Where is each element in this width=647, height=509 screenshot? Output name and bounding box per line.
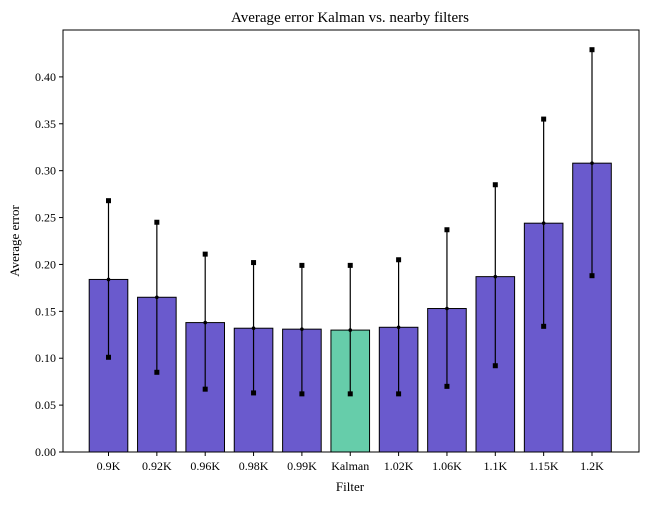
error-bar-cap-top [396,257,402,263]
y-tick-label: 0.00 [35,445,56,459]
error-bar-cap-top [202,251,208,257]
error-bar-center-marker [541,221,546,225]
x-axis-label: Filter [336,479,365,494]
error-bar-cap-bottom [541,323,547,329]
y-tick-label: 0.10 [35,351,56,365]
x-tick-label: 0.99K [287,459,317,473]
y-tick-label: 0.30 [35,164,56,178]
axes-frame [62,29,640,453]
error-bar-center-marker [251,326,256,331]
error-bar-cap-top [251,260,257,266]
x-tick-label: 1.15K [529,459,559,473]
error-bar-cap-bottom [347,391,353,397]
chart-title: Average error Kalman vs. nearby filters [231,10,469,26]
y-tick-label: 0.20 [35,257,56,271]
error-bar-center-marker [445,306,449,311]
x-tick-label: Kalman [331,459,369,473]
error-bar-cap-top [541,116,547,122]
error-bar-cap-top [589,47,595,53]
error-bar-cap-bottom [396,391,402,397]
x-tick-label: 0.98K [239,459,269,473]
error-bar-cap-bottom [202,386,208,392]
x-tick-label: 1.2K [580,459,604,473]
y-tick-label: 0.35 [35,117,56,131]
error-bar-center-marker [155,295,159,300]
y-tick-label: 0.05 [35,398,56,412]
y-tick-label: 0.15 [35,304,56,318]
error-bar-center-marker [590,161,594,165]
x-tick-label: 1.06K [432,459,462,473]
error-bar-cap-bottom [492,363,498,369]
error-bar-cap-bottom [444,383,450,389]
plot-area: 0.00 0.05 0.10 0.15 0.20 0.25 0.30 0.35 0.40 0.9K… [35,29,640,473]
error-bar-center-marker [203,320,207,325]
error-bar-cap-bottom [251,390,257,396]
error-bar-cap-bottom [589,273,595,279]
error-bar-cap-top [154,219,160,225]
x-tick-label: 1.1K [483,459,507,473]
error-bar-cap-bottom [154,369,160,375]
error-bar-center-marker [106,277,111,282]
error-bar-center-marker [348,328,353,332]
error-bar-cap-top [444,227,450,233]
error-bar-cap-bottom [106,354,111,360]
x-tick-label: 1.02K [384,459,414,473]
y-tick-label: 0.40 [35,70,56,84]
error-bar-cap-top [492,182,498,188]
error-bar-cap-top [347,262,353,268]
y-tick-label: 0.25 [35,211,56,225]
error-bar-cap-top [299,262,305,268]
error-bar-cap-top [106,198,111,204]
y-axis-label: Average error [7,205,22,277]
error-bar-center-marker [493,274,498,279]
x-tick-label: 0.92K [142,459,172,473]
x-tick-label: 0.9K [97,459,121,473]
error-bar-center-marker [396,325,401,330]
error-bar-cap-bottom [299,391,305,397]
x-tick-label: 0.96K [190,459,220,473]
error-bar-center-marker [300,327,304,331]
